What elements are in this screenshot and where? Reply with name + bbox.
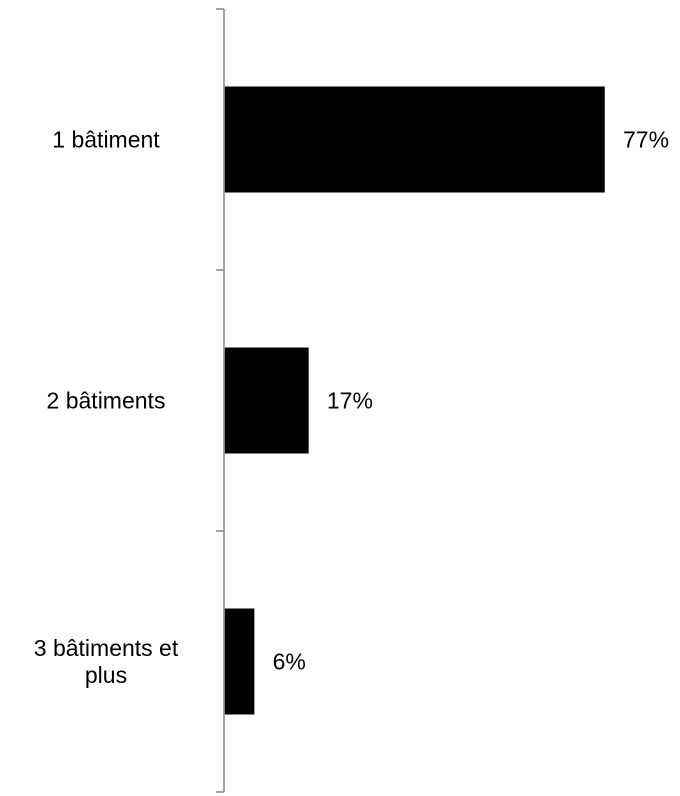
bars-group: [224, 86, 605, 715]
bar-2: [224, 347, 309, 454]
category-label-2: 2 bâtiments: [47, 388, 166, 414]
category-labels: 1 bâtiment 2 bâtiments 3 bâtiments et plus: [34, 127, 179, 689]
bar-3: [224, 608, 255, 715]
category-label-3: 3 bâtiments et plus: [34, 635, 179, 688]
data-label-1: 77%: [623, 127, 669, 153]
data-label-2: 17%: [327, 388, 373, 414]
data-labels: 77% 17% 6%: [273, 127, 669, 675]
bar-1: [224, 86, 605, 193]
category-label-1: 1 bâtiment: [52, 127, 160, 153]
category-axis: [216, 8, 225, 793]
data-label-3: 6%: [273, 649, 306, 675]
